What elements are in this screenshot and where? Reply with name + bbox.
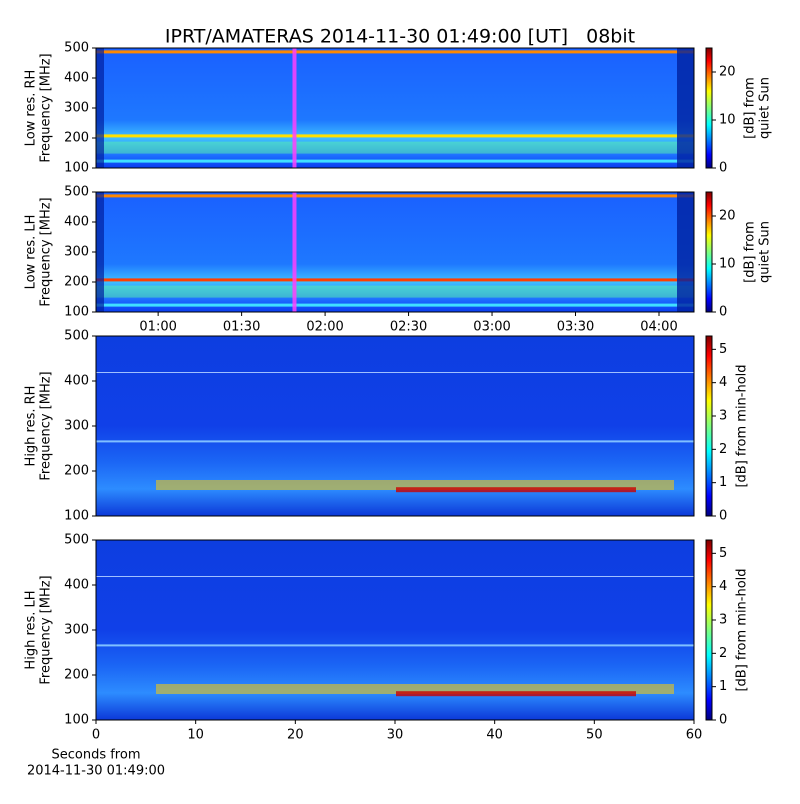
colorbar-label: quiet Sun [758, 221, 773, 283]
y-axis-label: Frequency [MHz] [39, 575, 54, 684]
band [156, 684, 674, 694]
x-tick-label: 01:30 [223, 320, 260, 335]
y-tick-label: 200 [64, 275, 89, 290]
colorbar-tick-label: 20 [719, 209, 736, 224]
y-tick-label: 500 [64, 329, 89, 344]
colorbar-tick-label: 2 [719, 646, 727, 661]
y-tick-label: 300 [64, 623, 89, 638]
time-marker [292, 48, 297, 168]
band [96, 372, 694, 373]
chart-title: IPRT/AMATERAS 2014-11-30 01:49:00 [UT] 0… [165, 26, 635, 48]
y-axis-label: Low res. LH [24, 215, 39, 290]
colorbar-tick-label: 3 [719, 409, 727, 424]
y-axis-label: Frequency [MHz] [39, 53, 54, 162]
y-tick-label: 300 [64, 101, 89, 116]
x-tick-label: 40 [486, 728, 503, 743]
time-marker [292, 192, 297, 312]
edge [96, 48, 104, 168]
y-tick-label: 400 [64, 71, 89, 86]
y-axis-label: Frequency [MHz] [39, 371, 54, 480]
colorbar-tick-label: 2 [719, 442, 727, 457]
y-tick-label: 200 [64, 464, 89, 479]
x-tick-label: 10 [187, 728, 204, 743]
x-tick-label: 0 [92, 728, 100, 743]
y-tick-label: 300 [64, 245, 89, 260]
x-tick-label: 50 [586, 728, 603, 743]
colorbar [705, 191, 713, 313]
band [96, 194, 694, 198]
colorbar-tick-label: 0 [719, 161, 727, 176]
colorbar [705, 335, 713, 517]
x-tick-label: 60 [686, 728, 703, 743]
x-tick-label: 01:00 [139, 320, 176, 335]
x-tick-label: 30 [387, 728, 404, 743]
colorbar-tick-label: 5 [719, 342, 727, 357]
x-tick-label: 02:00 [306, 320, 343, 335]
y-axis-label: High res. LH [24, 590, 39, 669]
colorbar-tick-label: 10 [719, 257, 736, 272]
y-axis-label: Low res. RH [24, 70, 39, 147]
colorbar-tick-label: 10 [719, 113, 736, 128]
colorbar [705, 47, 713, 169]
x-axis-label: Seconds from [51, 748, 140, 763]
x-axis-label: 2014-11-30 01:49:00 [27, 764, 165, 779]
band [96, 278, 694, 282]
band [96, 644, 694, 647]
x-tick-label: 03:00 [473, 320, 510, 335]
colorbar-label: [dB] from min-hold [735, 364, 750, 487]
band [96, 159, 694, 163]
colorbar-tick-label: 4 [719, 375, 727, 390]
edge [677, 48, 694, 168]
y-tick-label: 100 [64, 713, 89, 728]
y-axis-label: Frequency [MHz] [39, 197, 54, 306]
colorbar-label: [dB] from [743, 221, 758, 283]
y-tick-label: 400 [64, 215, 89, 230]
colorbar-tick-label: 1 [719, 475, 727, 490]
band [96, 50, 694, 54]
y-tick-label: 400 [64, 578, 89, 593]
colorbar-tick-label: 3 [719, 613, 727, 628]
y-tick-label: 100 [64, 509, 89, 524]
colorbar-tick-label: 20 [719, 65, 736, 80]
colorbar [705, 539, 713, 721]
y-tick-label: 100 [64, 305, 89, 320]
band [96, 285, 694, 298]
colorbar-tick-label: 5 [719, 546, 727, 561]
x-tick-label: 04:00 [640, 320, 677, 335]
band [96, 576, 694, 577]
x-tick-label: 02:30 [390, 320, 427, 335]
x-tick-label: 20 [287, 728, 304, 743]
colorbar-tick-label: 1 [719, 679, 727, 694]
colorbar-tick-label: 0 [719, 305, 727, 320]
band [96, 141, 694, 154]
y-tick-label: 200 [64, 131, 89, 146]
band [96, 134, 694, 138]
y-axis-label: High res. RH [24, 386, 39, 467]
band [396, 487, 636, 493]
y-tick-label: 300 [64, 419, 89, 434]
y-tick-label: 200 [64, 668, 89, 683]
spectrogram-image [96, 192, 694, 312]
band [96, 440, 694, 443]
y-tick-label: 500 [64, 185, 89, 200]
x-tick-label: 03:30 [557, 320, 594, 335]
colorbar-tick-label: 4 [719, 579, 727, 594]
y-tick-label: 100 [64, 161, 89, 176]
band [156, 480, 674, 490]
colorbar-label: [dB] from [743, 77, 758, 139]
colorbar-tick-label: 0 [719, 509, 727, 524]
edge [677, 192, 694, 312]
y-tick-label: 500 [64, 533, 89, 548]
band [396, 691, 636, 697]
y-tick-label: 400 [64, 374, 89, 389]
spectrogram-image [96, 48, 694, 168]
y-tick-label: 500 [64, 41, 89, 56]
colorbar-tick-label: 0 [719, 713, 727, 728]
edge [96, 192, 104, 312]
colorbar-label: [dB] from min-hold [735, 568, 750, 691]
band [96, 303, 694, 307]
colorbar-label: quiet Sun [758, 77, 773, 139]
